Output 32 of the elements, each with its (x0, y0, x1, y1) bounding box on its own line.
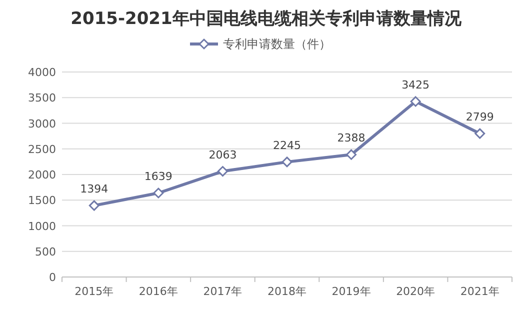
data-label: 2245 (273, 138, 301, 152)
x-tick-label: 2016年 (138, 285, 178, 298)
data-label: 2799 (466, 110, 494, 124)
point (410, 96, 421, 107)
y-tick-label: 1500 (28, 194, 56, 208)
data-label: 1394 (80, 182, 108, 196)
x-tick-label: 2015年 (74, 285, 114, 298)
point (88, 200, 100, 211)
y-tick-label: 2000 (28, 168, 56, 182)
y-tick-label: 4000 (28, 66, 56, 79)
x-tick-label: 2017年 (203, 285, 242, 298)
y-tick-label: 0 (49, 271, 56, 284)
x-tick-label: 2018年 (268, 285, 306, 298)
y-tick-label: 3000 (28, 117, 56, 130)
data-label: 2388 (337, 132, 366, 145)
point (282, 156, 292, 168)
legend-label: 专利申请数量（件） (223, 37, 331, 51)
point (346, 149, 357, 160)
point (474, 128, 486, 139)
x-tick-label: 2019年 (332, 285, 371, 298)
point (217, 166, 228, 177)
data-label: 2063 (208, 148, 237, 162)
y-tick-label: 2500 (28, 142, 56, 156)
point (153, 188, 164, 198)
x-tick-label: 2021年 (460, 285, 500, 298)
chart-title: 2015-2021年中国电线电缆相关专利申请数量情况 (70, 9, 462, 29)
y-tick-label: 500 (35, 245, 56, 258)
data-label: 1639 (144, 170, 172, 183)
data-label: 3425 (402, 78, 430, 92)
y-tick-label: 1000 (28, 220, 56, 233)
y-tick-label: 3500 (28, 92, 56, 105)
x-tick-label: 2020年 (396, 285, 436, 298)
